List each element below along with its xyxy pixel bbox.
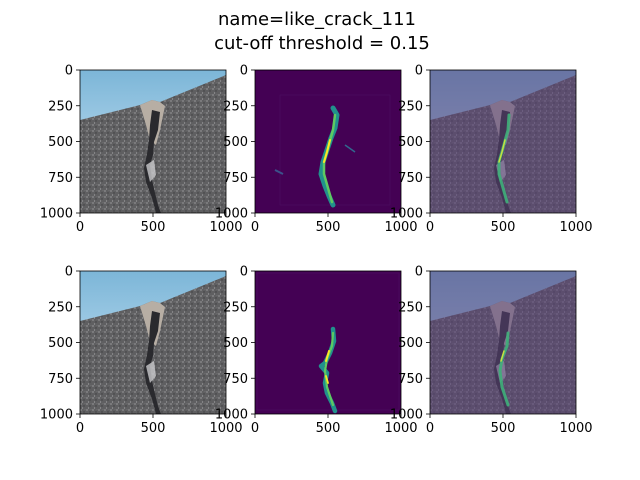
y-tick-label: 0 <box>240 64 248 79</box>
y-tick-label: 0 <box>65 64 73 79</box>
y-tick-label: 750 <box>223 372 248 387</box>
x-tick-label: 1000 <box>559 421 592 436</box>
x-tick-label: 0 <box>251 421 259 436</box>
x-tick-label: 0 <box>426 421 434 436</box>
x-tick-label: 0 <box>251 220 259 235</box>
x-tick-label: 500 <box>141 421 166 436</box>
x-tick-label: 1000 <box>559 220 592 235</box>
panel-row2-original-image <box>80 271 226 414</box>
y-tick-label: 1000 <box>215 408 248 423</box>
y-tick-label: 500 <box>48 336 73 351</box>
y-tick-label: 250 <box>223 300 248 315</box>
x-tick-label: 500 <box>316 421 341 436</box>
figure-title-line1: name=like_crack_111 <box>218 9 416 30</box>
panel-row2-thresholded-map <box>255 271 401 414</box>
y-tick-label: 250 <box>398 99 423 114</box>
y-tick-label: 750 <box>398 372 423 387</box>
y-tick-label: 250 <box>48 99 73 114</box>
y-tick-label: 1000 <box>390 408 423 423</box>
x-tick-label: 0 <box>76 220 84 235</box>
x-tick-label: 500 <box>491 220 516 235</box>
x-tick-label: 500 <box>491 421 516 436</box>
y-tick-label: 250 <box>398 300 423 315</box>
y-tick-label: 250 <box>48 300 73 315</box>
y-tick-label: 1000 <box>40 408 73 423</box>
y-tick-label: 500 <box>223 135 248 150</box>
x-tick-label: 0 <box>426 220 434 235</box>
panel-row1-original-image <box>80 70 226 213</box>
y-tick-label: 500 <box>398 336 423 351</box>
y-tick-label: 0 <box>415 265 423 280</box>
y-tick-label: 500 <box>223 336 248 351</box>
y-tick-label: 1000 <box>390 207 423 222</box>
x-tick-label: 1000 <box>209 220 242 235</box>
panel-row2-overlay <box>430 271 576 414</box>
x-tick-label: 0 <box>76 421 84 436</box>
x-tick-label: 1000 <box>384 421 417 436</box>
x-tick-label: 1000 <box>384 220 417 235</box>
y-tick-label: 1000 <box>40 207 73 222</box>
y-tick-label: 0 <box>65 265 73 280</box>
y-tick-label: 750 <box>48 372 73 387</box>
y-tick-label: 750 <box>48 171 73 186</box>
y-tick-label: 750 <box>398 171 423 186</box>
y-tick-label: 250 <box>223 99 248 114</box>
y-tick-label: 0 <box>415 64 423 79</box>
y-tick-label: 750 <box>223 171 248 186</box>
figure-title-line2: cut-off threshold = 0.15 <box>214 33 430 54</box>
y-tick-label: 500 <box>398 135 423 150</box>
x-tick-label: 500 <box>316 220 341 235</box>
y-tick-label: 500 <box>48 135 73 150</box>
x-tick-label: 500 <box>141 220 166 235</box>
y-tick-label: 1000 <box>215 207 248 222</box>
y-tick-label: 0 <box>240 265 248 280</box>
panel-row1-prediction-map <box>255 70 401 213</box>
x-tick-label: 1000 <box>209 421 242 436</box>
panel-row1-overlay <box>430 70 576 213</box>
